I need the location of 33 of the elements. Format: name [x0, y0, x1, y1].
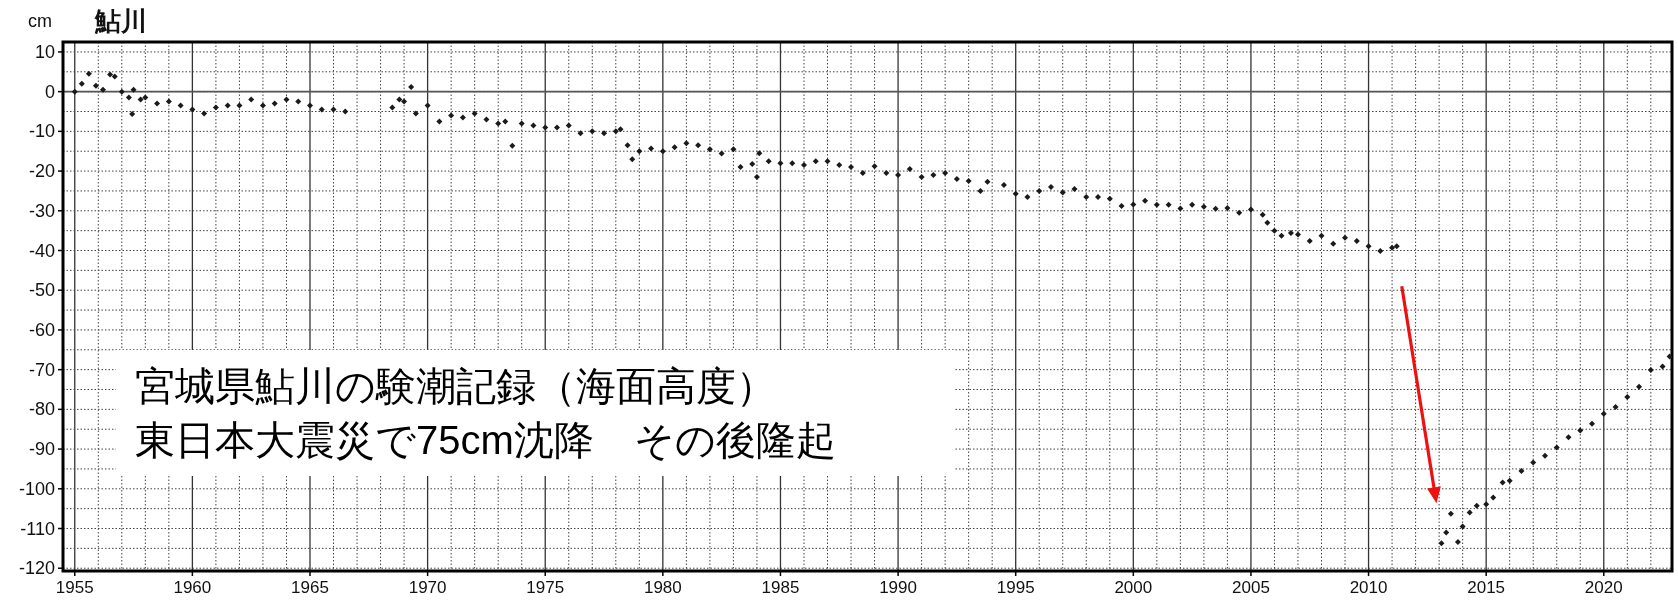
x-tick-label: 2020 [1584, 578, 1623, 597]
y-tick-label: 10 [34, 41, 55, 62]
x-tick-label: 1980 [643, 578, 682, 597]
x-tick-label: 2010 [1349, 578, 1388, 597]
y-tick-label: -120 [18, 558, 55, 579]
y-tick-label: -10 [28, 121, 55, 142]
y-tick-label: -50 [28, 280, 55, 301]
annotation: 宮城県鮎川の験潮記録（海面高度） [135, 364, 776, 408]
x-tick-label: 1975 [526, 578, 565, 597]
note: 宮城県鮎川の験潮記録（海面高度） 東日本大震災で75cm沈降 その後隆起 [116, 350, 954, 476]
y-tick-label: -80 [28, 399, 55, 420]
x-tick-label: 1955 [55, 578, 94, 597]
y-axis-title: cm [28, 11, 52, 31]
x-tick-label: 1990 [879, 578, 917, 597]
x-tick-label: 1995 [996, 578, 1035, 597]
y-tick-label: 0 [44, 81, 55, 102]
x-tick-label: 1965 [291, 578, 329, 597]
x-tick-label: 2015 [1467, 578, 1506, 597]
y-tick-label: -40 [28, 240, 55, 261]
chart-title: 鮎川 [94, 6, 147, 36]
y-tick-label: -60 [28, 319, 55, 340]
x-tick-label: 1970 [408, 578, 447, 597]
y-tick-label: -110 [20, 518, 55, 539]
y-tick-label: -70 [28, 359, 55, 380]
x-tick-label: 1960 [173, 578, 212, 597]
x-tick-label: 2000 [1114, 578, 1153, 597]
annotation: 東日本大震災で75cm沈降 その後隆起 [135, 418, 836, 462]
y-tick-label: -30 [28, 200, 55, 221]
x-tick-label: 1985 [761, 578, 800, 597]
x-tick-label: 2005 [1232, 578, 1270, 597]
y-tick-label: -20 [28, 161, 55, 182]
y-tick-label: -100 [18, 478, 55, 499]
y-tick-label: -90 [28, 439, 55, 460]
